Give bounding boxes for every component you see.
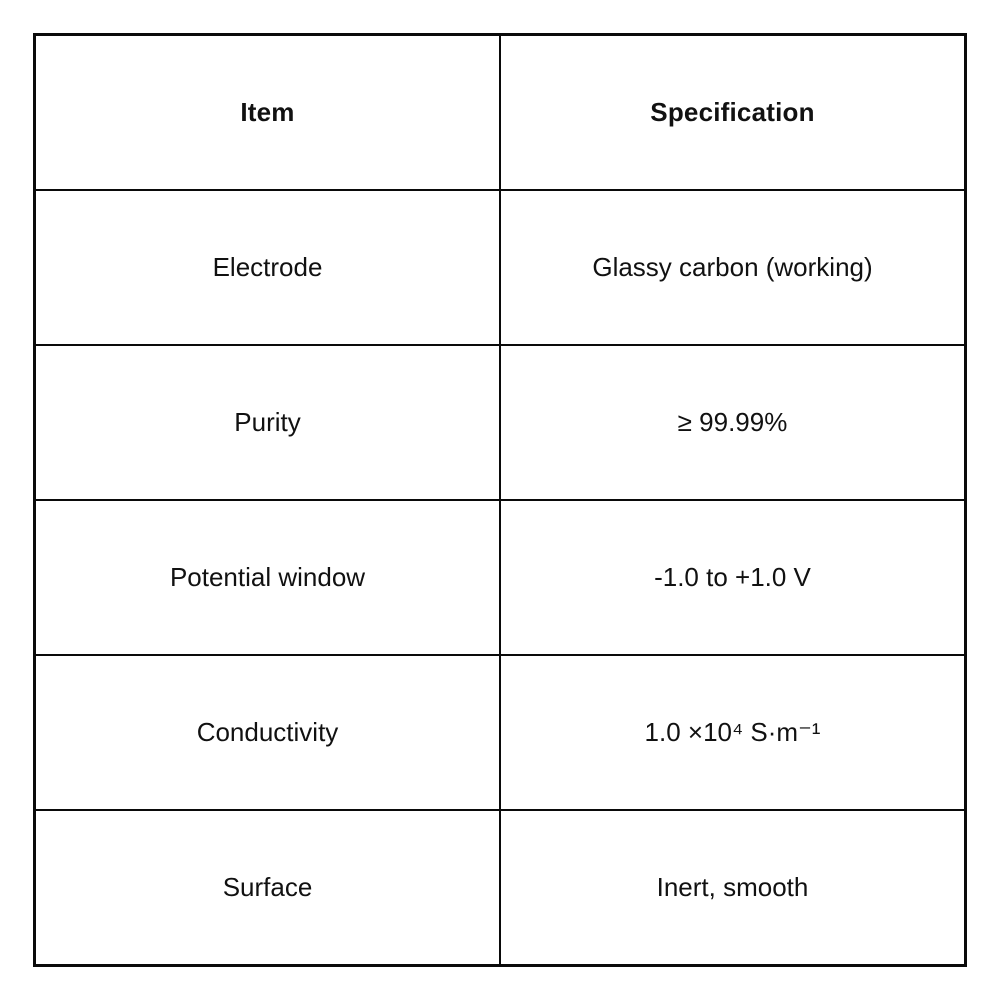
table-row: Conductivity 1.0 ×10⁴ S·m⁻¹ — [33, 654, 967, 812]
cell-spec-conductivity: 1.0 ×10⁴ S·m⁻¹ — [499, 654, 967, 812]
cell-item-purity: Purity — [33, 343, 501, 501]
cell-item-potential-window: Potential window — [33, 498, 501, 657]
header-row: Item Specification — [33, 33, 967, 191]
cell-item-conductivity: Conductivity — [33, 654, 501, 812]
cell-spec-purity: ≥ 99.99% — [499, 343, 967, 501]
table-body: Electrode Glassy carbon (working) Purity… — [33, 188, 967, 967]
cell-item-surface: Surface — [33, 809, 501, 967]
table-row: Surface Inert, smooth — [33, 809, 967, 967]
cell-item-electrode: Electrode — [33, 188, 501, 346]
table-row: Electrode Glassy carbon (working) — [33, 188, 967, 346]
cell-spec-potential-window: -1.0 to +1.0 V — [499, 498, 967, 657]
cell-spec-electrode: Glassy carbon (working) — [499, 188, 967, 346]
header-cell-item: Item — [33, 33, 501, 191]
specification-table: Item Specification Electrode Glassy carb… — [33, 33, 967, 967]
cell-spec-surface: Inert, smooth — [499, 809, 967, 967]
table-row: Potential window -1.0 to +1.0 V — [33, 498, 967, 657]
table-header: Item Specification — [33, 33, 967, 191]
header-cell-specification: Specification — [499, 33, 967, 191]
table-row: Purity ≥ 99.99% — [33, 343, 967, 501]
